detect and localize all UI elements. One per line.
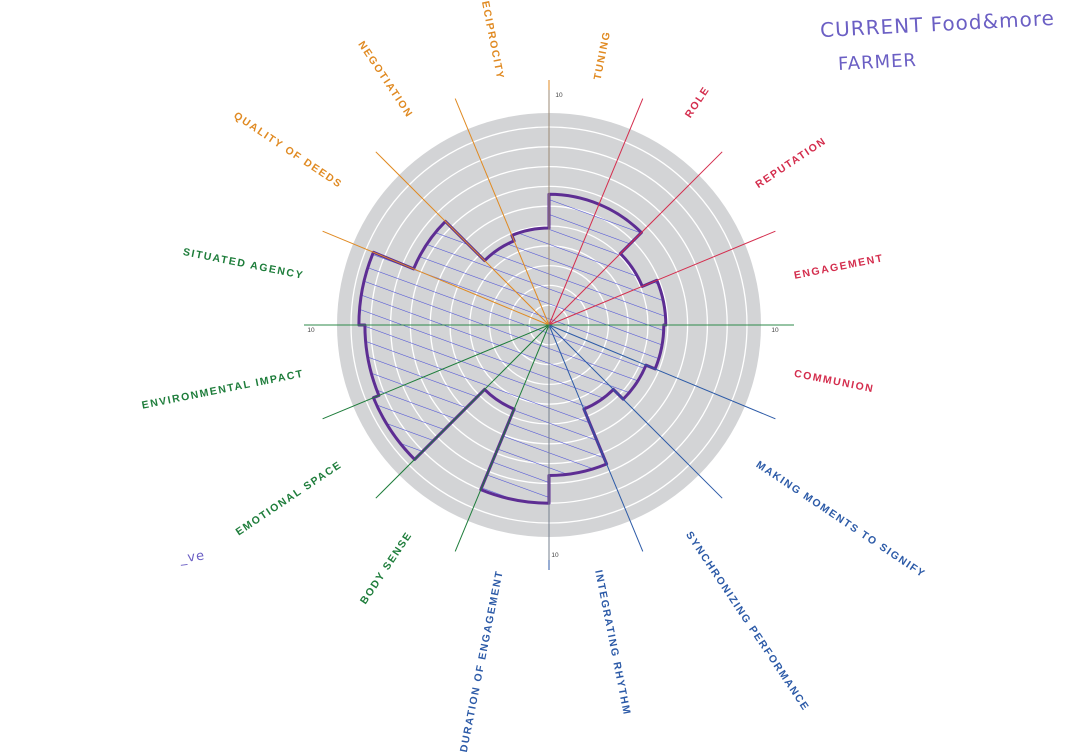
scale-ticks: 10 10 10 10 [304, 90, 794, 560]
profile-hatching [358, 194, 666, 504]
spoke-line [375, 151, 550, 326]
spoke-line [548, 151, 723, 326]
dimension-label: DURATION OF ENGAGEMENT [458, 569, 506, 753]
dimension-label: TUNING [592, 30, 613, 81]
scale-max-label: 10 [771, 327, 779, 334]
spoke-line [375, 324, 550, 499]
handwritten-subtitle: FARMER [837, 49, 918, 76]
spoke-line [548, 230, 776, 326]
dimension-label: MAKING MOMENTS TO SIGNIFY [754, 459, 928, 581]
dimension-label: NEGOTIATION [355, 39, 415, 120]
dimension-label: REPUTATION [753, 135, 828, 191]
dimension-label: ENGAGEMENT [793, 252, 885, 282]
spoke-line [548, 324, 644, 552]
dimension-label: BODY SENSE [358, 529, 415, 606]
spoke-line [548, 324, 776, 420]
spoke-line [454, 98, 550, 326]
spoke-line [322, 324, 550, 420]
dimension-label: RECIPROCITY [477, 0, 506, 81]
scale-max-label: 10 [551, 552, 559, 559]
scale-max-label: 10 [307, 327, 315, 334]
spoke-line [548, 98, 644, 326]
dimension-label: ROLE [683, 84, 713, 120]
spoke-line [548, 324, 723, 499]
dimension-label: EMOTIONAL SPACE [234, 459, 345, 538]
spoke-line [454, 324, 550, 552]
scale-max-label: 10 [555, 92, 563, 99]
dimension-label: INTEGRATING RHYTHM [592, 569, 633, 717]
spoke-line [322, 230, 550, 326]
dimension-label: COMMUNION [793, 368, 875, 396]
dimension-label: ENVIRONMENTAL IMPACT [141, 368, 305, 412]
dimension-label: QUALITY OF DEEDS [231, 110, 344, 191]
dimension-label: SYNCHRONIZING PERFORMANCE [683, 529, 811, 713]
dimension-label: SITUATED AGENCY [182, 246, 305, 282]
